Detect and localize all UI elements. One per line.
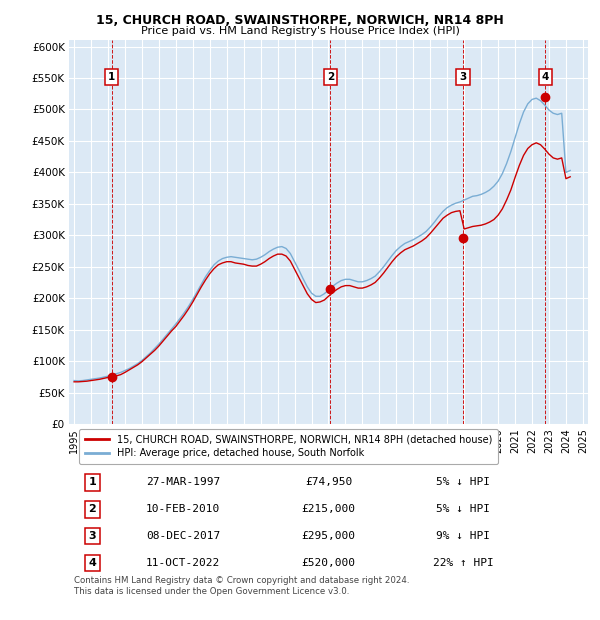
Text: 2: 2 (327, 72, 334, 82)
Text: £74,950: £74,950 (305, 477, 352, 487)
Text: 3: 3 (460, 72, 467, 82)
Text: 1: 1 (88, 477, 96, 487)
Text: 08-DEC-2017: 08-DEC-2017 (146, 531, 220, 541)
Text: 3: 3 (89, 531, 96, 541)
Text: 10-FEB-2010: 10-FEB-2010 (146, 504, 220, 515)
Text: 27-MAR-1997: 27-MAR-1997 (146, 477, 220, 487)
Legend: 15, CHURCH ROAD, SWAINSTHORPE, NORWICH, NR14 8PH (detached house), HPI: Average : 15, CHURCH ROAD, SWAINSTHORPE, NORWICH, … (79, 429, 498, 464)
Text: 15, CHURCH ROAD, SWAINSTHORPE, NORWICH, NR14 8PH: 15, CHURCH ROAD, SWAINSTHORPE, NORWICH, … (96, 14, 504, 27)
Text: £520,000: £520,000 (302, 558, 355, 568)
Text: 1: 1 (108, 72, 116, 82)
Text: 22% ↑ HPI: 22% ↑ HPI (433, 558, 494, 568)
Text: 2: 2 (88, 504, 96, 515)
Text: Contains HM Land Registry data © Crown copyright and database right 2024.
This d: Contains HM Land Registry data © Crown c… (74, 577, 410, 596)
Text: Price paid vs. HM Land Registry's House Price Index (HPI): Price paid vs. HM Land Registry's House … (140, 26, 460, 36)
Text: £215,000: £215,000 (302, 504, 355, 515)
Text: 4: 4 (542, 72, 549, 82)
Text: £295,000: £295,000 (302, 531, 355, 541)
Text: 5% ↓ HPI: 5% ↓ HPI (436, 504, 490, 515)
Text: 4: 4 (88, 558, 96, 568)
Text: 11-OCT-2022: 11-OCT-2022 (146, 558, 220, 568)
Text: 5% ↓ HPI: 5% ↓ HPI (436, 477, 490, 487)
Text: 9% ↓ HPI: 9% ↓ HPI (436, 531, 490, 541)
